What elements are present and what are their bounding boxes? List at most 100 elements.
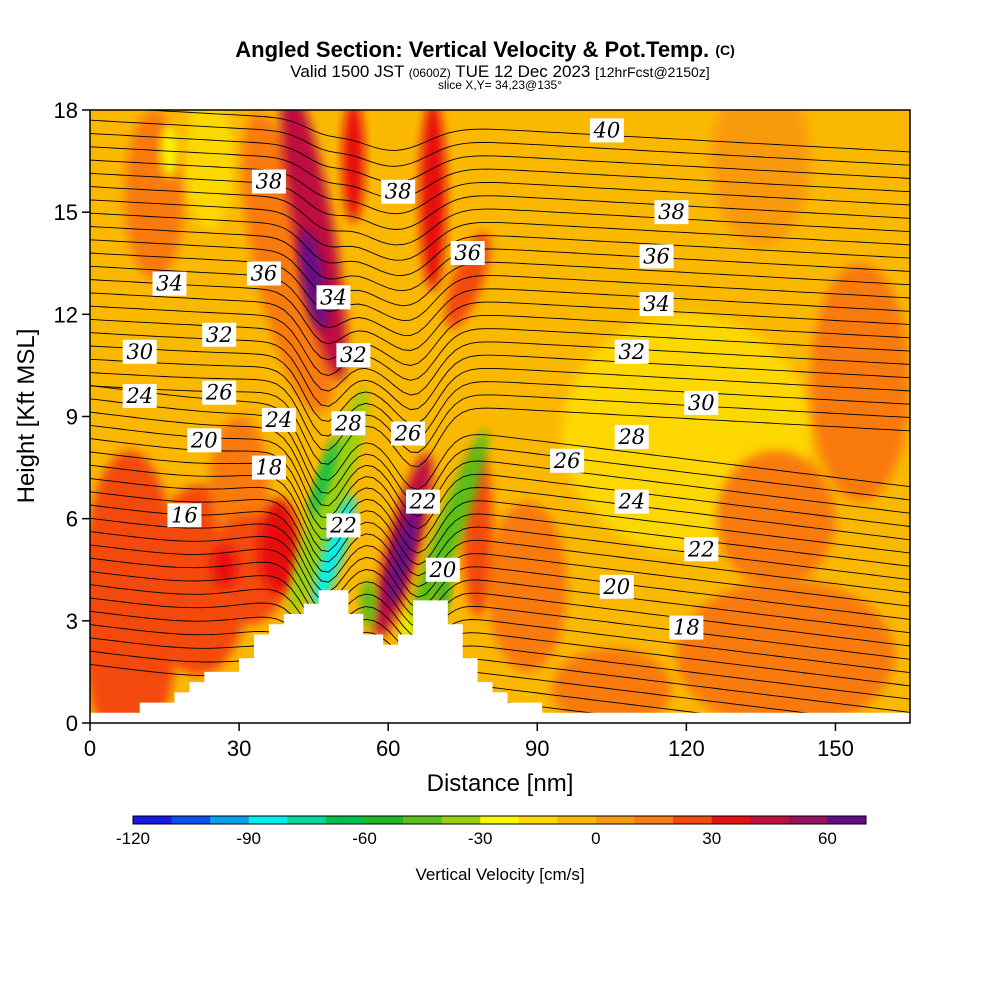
theta-contour-line (90, 584, 910, 687)
downdraft-region (360, 579, 377, 628)
theta-contour-label: 26 (391, 421, 426, 446)
x-tick-label: 30 (227, 736, 251, 761)
theta-contour-label: 28 (614, 424, 649, 449)
terrain (90, 590, 910, 723)
theta-contour-label: 24 (261, 407, 296, 432)
valid-zulu: (0600Z) (409, 66, 451, 80)
theta-contour-line (90, 159, 910, 215)
chart-title-suffix: (C) (715, 42, 734, 58)
theta-label-box (316, 285, 351, 310)
colorbar-swatch (325, 816, 365, 824)
theta-label-box (684, 390, 719, 415)
colorbar-swatch (210, 816, 250, 824)
theta-contour-line (90, 517, 910, 620)
x-axis-label: Distance [nm] (427, 770, 574, 797)
theta-contour-line (90, 212, 910, 276)
theta-contour-line (90, 119, 910, 167)
theta-contour-line (90, 570, 910, 674)
colorbar-swatch (248, 816, 288, 824)
theta-contour-label: 26 (550, 448, 585, 473)
theta-contour-label: 20 (599, 574, 634, 599)
updraft-region (90, 450, 180, 723)
theta-label-box (381, 179, 416, 204)
theta-label-box (684, 537, 719, 562)
theta-contour-label: 38 (251, 169, 286, 194)
theta-contour-line (90, 146, 910, 199)
theta-label-text: 34 (643, 292, 670, 316)
y-tick-label: 0 (66, 711, 78, 736)
theta-label-text: 20 (190, 428, 218, 452)
y-tick-label: 3 (66, 609, 78, 634)
colorbar-swatch (133, 816, 173, 824)
theta-contour-label: 26 (202, 380, 237, 405)
theta-contour-line (90, 186, 910, 246)
theta-contour-line (90, 504, 910, 607)
colorbar-swatch (711, 816, 751, 824)
theta-label-box (654, 200, 689, 225)
colorbar: -120 -90 -60 -30 0 30 60 (116, 815, 867, 848)
colorbar-swatch (788, 816, 828, 824)
colorbar-swatch (634, 816, 674, 824)
theta-label-text: 36 (643, 244, 670, 268)
theta-contour-label: 24 (614, 489, 649, 514)
theta-label-box (450, 241, 485, 266)
theta-label-text: 32 (206, 323, 233, 347)
theta-contour-line (90, 597, 910, 700)
y-tick-label: 12 (54, 302, 78, 327)
x-tick-label: 60 (376, 736, 400, 761)
theta-label-box (614, 424, 649, 449)
theta-label-box (202, 380, 237, 405)
updraft-region (716, 450, 836, 587)
theta-label-text: 18 (673, 616, 700, 640)
theta-label-text: 20 (428, 558, 456, 582)
y-tick-label: 9 (66, 405, 78, 430)
theta-contour-label: 18 (669, 615, 704, 640)
theta-label-box (589, 118, 624, 143)
theta-contour-label: 22 (684, 537, 719, 562)
theta-contour-line (90, 279, 910, 351)
theta-contour-line (90, 265, 910, 336)
theta-label-text: 30 (126, 340, 153, 364)
theta-label-box (391, 421, 426, 446)
theta-contour-line (90, 398, 910, 504)
theta-contour-label: 24 (122, 384, 157, 409)
plot-area: 40 38 38 38 36 36 36 34 34 34 32 32 32 30 30 28 28 26 26 26… (89, 109, 911, 724)
theta-contour-line (90, 451, 910, 554)
theta-contour-line (90, 411, 910, 517)
theta-contour-label: 32 (202, 322, 237, 347)
theta-label-box (261, 407, 296, 432)
theta-contour-line (90, 424, 910, 530)
theta-contour-line (90, 199, 910, 261)
theta-contour-line (90, 624, 892, 723)
theta-label-box (251, 455, 286, 480)
theta-contour-label: 38 (654, 200, 689, 225)
theta-contour-label: 38 (381, 179, 416, 204)
updraft-region (810, 263, 910, 502)
theta-label-box (326, 513, 361, 538)
theta-label-box (152, 271, 187, 296)
colorbar-swatch (750, 816, 790, 824)
theta-contour-line (90, 544, 910, 647)
colorbar-swatch (171, 816, 211, 824)
updraft-region (676, 579, 896, 723)
theta-label-box (246, 261, 281, 286)
theta-label-text: 24 (617, 490, 645, 514)
colorbar-swatch (557, 816, 597, 824)
theta-label-box (331, 411, 366, 436)
theta-contour-line (90, 305, 910, 381)
theta-contour-line (90, 531, 910, 634)
theta-label-box (639, 292, 674, 317)
x-tick-label: 150 (817, 736, 854, 761)
theta-contour-label: 20 (425, 557, 460, 582)
theta-label-box (550, 448, 585, 473)
theta-label-text: 22 (687, 537, 715, 561)
theta-label-text: 34 (156, 272, 183, 296)
x-axis: 0 30 60 90 120 150 (84, 723, 854, 761)
theta-contours (90, 110, 910, 723)
colorbar-tick-label: -120 (116, 829, 150, 848)
theta-contour-label: 22 (326, 513, 361, 538)
x-tick-label: 90 (525, 736, 549, 761)
theta-contour-line (90, 491, 910, 594)
colorbar-swatch (595, 816, 636, 824)
theta-contour-label: 34 (316, 285, 351, 310)
